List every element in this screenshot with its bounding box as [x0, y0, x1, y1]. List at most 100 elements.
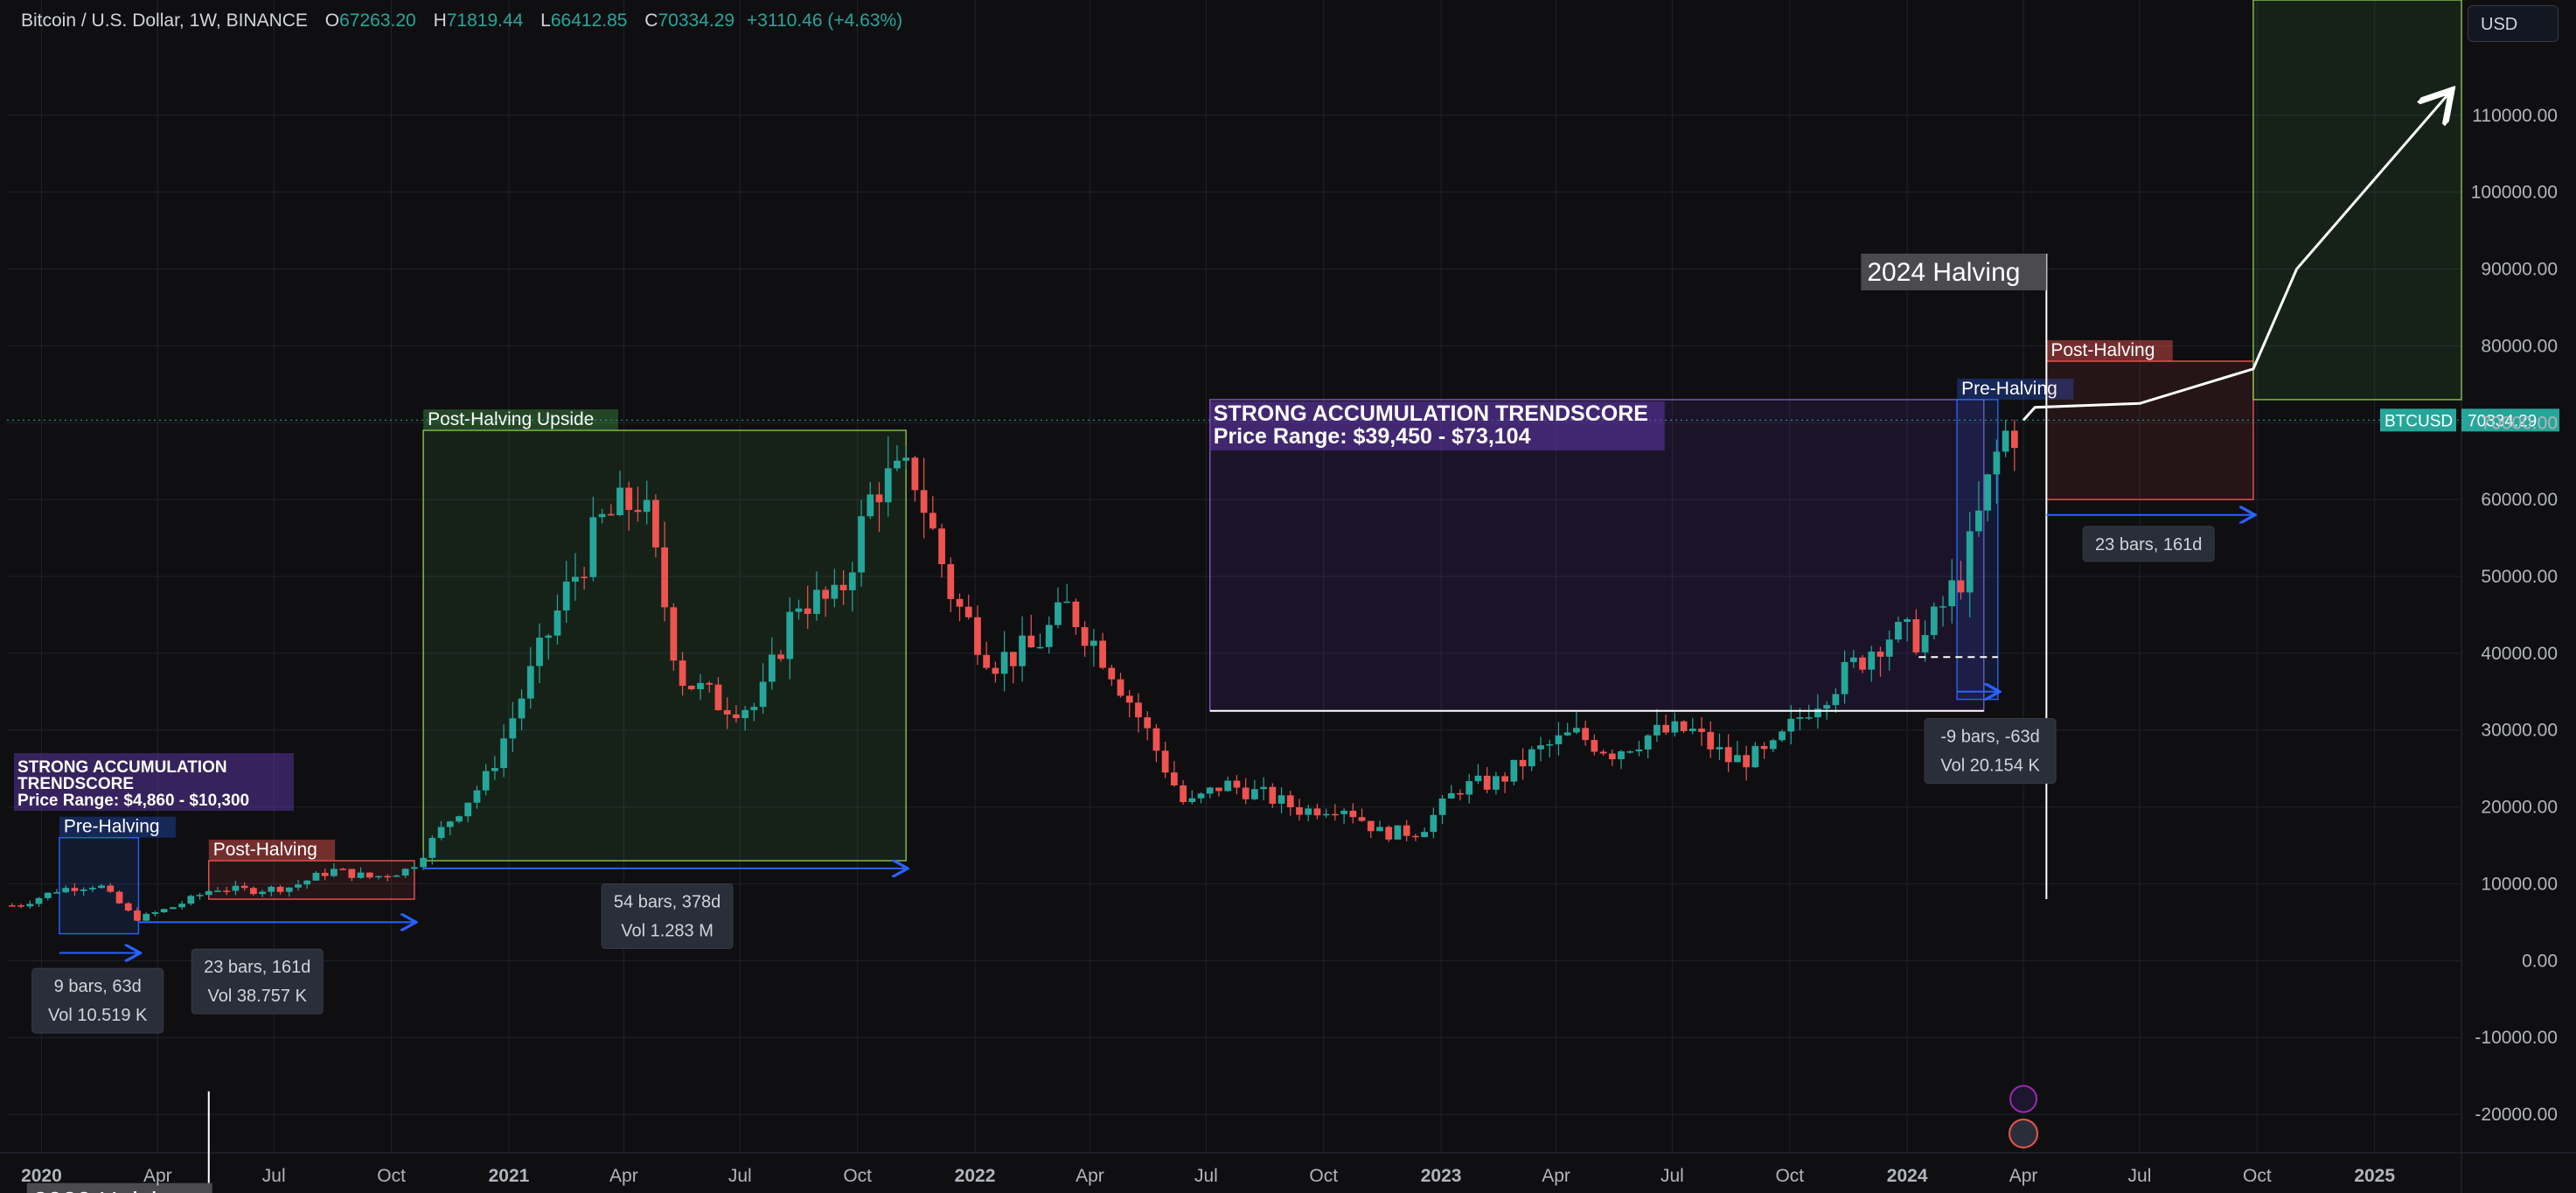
candle-body — [526, 666, 534, 699]
x-tick-label: Apr — [143, 1166, 172, 1186]
measure-tooltip — [1924, 718, 2057, 785]
zone-label-bg — [208, 840, 336, 862]
candle-body — [964, 606, 972, 617]
candle-body — [2002, 430, 2009, 452]
candle-body — [80, 889, 87, 891]
candle-body — [902, 457, 910, 461]
price-tag-symbol-bg — [2380, 408, 2456, 432]
candle-body — [1734, 755, 1741, 763]
candle-body — [134, 910, 141, 921]
candle-body — [53, 892, 60, 894]
candle-body — [1930, 606, 1938, 636]
candle-body — [88, 888, 96, 890]
candle-body — [1680, 721, 1688, 731]
low-value: 66412.85 — [550, 10, 628, 31]
zone-pre-halving-2024 — [1956, 399, 1999, 701]
event-icon — [2009, 1085, 2038, 1113]
candle-body — [1832, 694, 1840, 706]
candle-body — [1457, 792, 1464, 795]
candle-body — [1957, 580, 1965, 593]
measure-tooltip — [601, 883, 734, 949]
candle-body — [911, 457, 919, 491]
candle-body — [1180, 785, 1187, 803]
candle-body — [1688, 729, 1696, 731]
close-value: 70334.29 — [658, 10, 735, 31]
zone-label-bg — [59, 816, 177, 838]
candle-body — [1618, 751, 1625, 760]
accum-2020-title: TRENDSCORE — [17, 775, 134, 793]
candle-body — [178, 903, 185, 908]
zone-label-bg — [1957, 378, 2074, 400]
candle-body — [357, 872, 365, 878]
candle-body — [1519, 759, 1527, 767]
symbol-name: Bitcoin / U.S. Dollar, 1W, BINANCE — [21, 10, 308, 31]
halving-label-bg — [1861, 253, 2047, 290]
candle-body — [795, 608, 803, 612]
x-tick-label: 2023 — [1421, 1166, 1462, 1186]
x-tick-label: Oct — [2243, 1166, 2272, 1186]
candle-body — [1626, 751, 1634, 753]
price-tag-symbol: BTCUSD — [2385, 412, 2453, 430]
candle-body — [643, 499, 651, 513]
time-axis[interactable]: 2020 Apr Jul Oct 2021 Apr Jul Oct 2022 Apr Jul Oct 2… — [21, 1166, 2395, 1186]
candle-body — [1948, 580, 1956, 607]
zone-label: Post-Halving Upside — [428, 409, 594, 429]
x-tick-label: 2022 — [955, 1166, 996, 1186]
candle-body — [1707, 731, 1715, 750]
y-tick-label: 90000.00 — [2481, 260, 2558, 280]
candle-body — [1483, 775, 1491, 790]
candle-body — [1849, 657, 1857, 662]
y-tick-label: 100000.00 — [2471, 183, 2558, 203]
candle-body — [366, 872, 373, 878]
x-tick-label: Oct — [1775, 1166, 1804, 1186]
candle-body — [393, 876, 400, 877]
chart-zones: Pre-Halving Post-Halving Post-Halving Upsi… — [59, 0, 2462, 935]
candle-body — [1904, 619, 1911, 623]
candle-body — [768, 654, 776, 682]
candle-body — [1814, 708, 1821, 718]
accum-2020-range: Price Range: $4,860 - $10,300 — [17, 792, 249, 810]
candle-body — [1358, 817, 1366, 821]
x-tick-label: 2021 — [489, 1166, 530, 1186]
candle-body — [1912, 619, 1920, 652]
low-label: L — [540, 10, 551, 31]
candle-body — [858, 516, 865, 573]
halving-label-bg — [26, 1183, 212, 1193]
candle-body — [1349, 810, 1357, 818]
candle-body — [1099, 640, 1106, 668]
candle-body — [1027, 635, 1035, 648]
candle-body — [240, 885, 248, 889]
candle-body — [1269, 786, 1277, 804]
candle-body — [1493, 776, 1500, 790]
halving-label: 2020 Halving — [33, 1188, 186, 1193]
zone-post-halving-upside — [422, 429, 907, 862]
candle-body — [500, 738, 508, 769]
measure-bars: 54 bars, 378d — [614, 892, 721, 911]
candle-body — [1385, 827, 1393, 840]
x-tick-label: Oct — [843, 1166, 872, 1186]
accum-2020-bg — [14, 753, 294, 812]
candle-body — [1144, 717, 1152, 729]
price-axis[interactable]: 110000.00 100000.00 90000.00 80000.00 70000.… — [2471, 106, 2558, 1125]
candle-body — [1036, 646, 1044, 649]
candle-body — [2010, 430, 2018, 449]
measure-tooltip — [31, 967, 164, 1034]
candle-body — [428, 838, 436, 858]
measure-tooltip — [2082, 526, 2215, 562]
candle-body — [232, 885, 240, 891]
candle-body — [1224, 780, 1232, 792]
y-tick-label: 70000.00 — [2481, 413, 2558, 433]
candle-body — [44, 892, 52, 898]
zone-post-halving-2024 — [2045, 360, 2254, 500]
candle-body — [536, 638, 543, 666]
candle-body — [652, 499, 659, 548]
candle-body — [1546, 743, 1554, 746]
candle-body — [1474, 775, 1482, 782]
currency-button[interactable]: USD — [2468, 5, 2559, 42]
y-tick-label: 80000.00 — [2481, 336, 2558, 356]
y-tick-label: 110000.00 — [2472, 106, 2558, 126]
candle-body — [1796, 717, 1804, 719]
candle-body — [1215, 787, 1222, 792]
zone-label-bg — [2046, 339, 2173, 361]
